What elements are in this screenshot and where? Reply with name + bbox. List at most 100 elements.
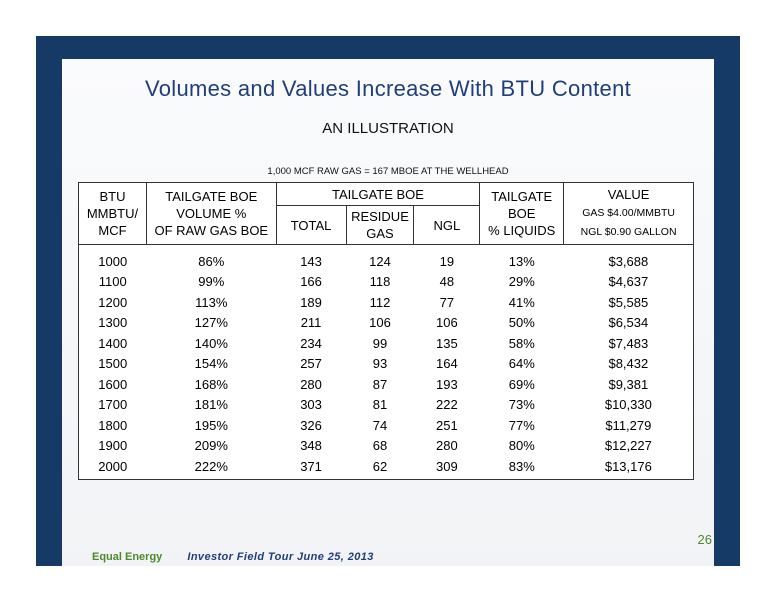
cell-liquids: 13% [508, 253, 535, 269]
table-row: 1200 113% 189 112 77 41% $5,585 [79, 292, 694, 313]
cell-ngl: 251 [436, 417, 458, 433]
cell-liquids: 77% [508, 417, 535, 433]
cell-ngl: 164 [436, 356, 458, 372]
cell-liquids: 80% [508, 438, 535, 454]
cell-ngl: 222 [436, 397, 458, 413]
cell-total: 371 [300, 458, 322, 474]
header-value: VALUE GAS $4.00/MMBTU NGL $0.90 GALLON [563, 182, 694, 245]
cell-liquids: 83% [508, 458, 535, 474]
page-number: 26 [697, 532, 712, 547]
cell-btu: 1900 [98, 438, 128, 454]
cell-value: $3,688 [608, 253, 649, 269]
cell-residue: 124 [369, 253, 391, 269]
cell-ngl: 135 [436, 335, 458, 351]
slide-subtitle: AN ILLUSTRATION [322, 120, 454, 137]
cell-total: 189 [300, 294, 322, 310]
footer: Equal Energy Investor Field Tour June 25… [92, 551, 374, 563]
btu-volumes-table: BTU MMBTU/ MCF TAILGATE BOE VOLUME % OF … [78, 182, 694, 480]
cell-liquids: 29% [508, 274, 535, 290]
cell-total: 280 [300, 376, 322, 392]
slide-title: Volumes and Values Increase With BTU Con… [144, 76, 632, 101]
cell-total: 211 [300, 315, 322, 331]
footer-company: Equal Energy [92, 551, 163, 563]
table-row: 1000 86% 143 124 19 13% $3,688 [79, 245, 694, 272]
cell-ngl: 309 [436, 458, 458, 474]
cell-vol: 113% [195, 294, 228, 310]
cell-value: $6,534 [608, 315, 649, 331]
cell-value: $10,330 [604, 397, 652, 413]
cell-liquids: 50% [508, 315, 535, 331]
table-row: 1900 209% 348 68 280 80% $12,227 [79, 436, 694, 457]
cell-liquids: 69% [508, 376, 535, 392]
cell-liquids: 41% [508, 294, 535, 310]
cell-residue: 106 [369, 315, 391, 331]
cell-total: 143 [300, 253, 322, 269]
cell-liquids: 58% [508, 335, 535, 351]
cell-btu: 2000 [98, 458, 128, 474]
cell-ngl: 193 [436, 376, 458, 392]
cell-total: 257 [300, 356, 322, 372]
table-row: 1400 140% 234 99 135 58% $7,483 [79, 333, 694, 354]
header-total: TOTAL [275, 205, 347, 245]
cell-value: $11,279 [605, 417, 652, 433]
table-row: 1100 99% 166 118 48 29% $4,637 [79, 272, 694, 293]
cell-total: 234 [300, 335, 322, 351]
header-btu: BTU MMBTU/ MCF [78, 182, 147, 245]
cell-residue: 74 [372, 417, 388, 433]
cell-residue: 62 [372, 458, 388, 474]
cell-vol: 99% [198, 274, 225, 290]
wellhead-note: 1,000 MCF RAW GAS = 167 MBOE AT THE WELL… [267, 166, 509, 177]
cell-btu: 1100 [98, 274, 127, 290]
cell-btu: 1400 [98, 335, 128, 351]
cell-liquids: 64% [508, 356, 535, 372]
cell-vol: 222% [194, 458, 228, 474]
cell-value: $9,381 [608, 376, 649, 392]
cell-value: $4,637 [608, 274, 649, 290]
cell-vol: 195% [194, 417, 228, 433]
footer-event: Investor Field Tour June 25, 2013 [187, 551, 374, 563]
cell-total: 303 [300, 397, 322, 413]
cell-total: 326 [300, 417, 322, 433]
cell-vol: 86% [198, 253, 225, 269]
cell-ngl: 48 [439, 274, 455, 290]
cell-btu: 1000 [98, 253, 128, 269]
cell-value: $7,483 [608, 335, 649, 351]
cell-btu: 1200 [98, 294, 128, 310]
table-row: 1800 195% 326 74 251 77% $11,279 [79, 415, 694, 436]
cell-ngl: 106 [436, 315, 458, 331]
header-ngl: NGL [413, 205, 481, 245]
cell-btu: 1300 [98, 315, 128, 331]
cell-value: $12,227 [604, 438, 652, 454]
cell-vol: 209% [194, 438, 228, 454]
cell-vol: 140% [194, 335, 228, 351]
cell-residue: 81 [372, 397, 388, 413]
cell-liquids: 73% [508, 397, 535, 413]
cell-ngl: 77 [439, 294, 455, 310]
table-row: 1300 127% 211 106 106 50% $6,534 [79, 313, 694, 334]
cell-total: 348 [300, 438, 322, 454]
cell-residue: 112 [369, 294, 391, 310]
cell-value: $8,432 [608, 356, 649, 372]
cell-vol: 154% [194, 356, 228, 372]
cell-value: $13,176 [604, 458, 652, 474]
cell-residue: 118 [369, 274, 391, 290]
table-row: 2000 222% 371 62 309 83% $13,176 [79, 456, 694, 479]
cell-residue: 87 [372, 376, 388, 392]
cell-residue: 93 [372, 356, 388, 372]
header-tailgate-boe: TAILGATE BOE [275, 182, 481, 206]
table-row: 1500 154% 257 93 164 64% $8,432 [79, 354, 694, 375]
cell-ngl: 280 [436, 438, 458, 454]
cell-value: $5,585 [608, 294, 649, 310]
table-row: 1700 181% 303 81 222 73% $10,330 [79, 395, 694, 416]
cell-btu: 1500 [98, 356, 128, 372]
cell-btu: 1800 [98, 417, 128, 433]
cell-vol: 181% [194, 397, 228, 413]
cell-vol: 127% [194, 315, 228, 331]
cell-btu: 1600 [98, 376, 128, 392]
cell-btu: 1700 [98, 397, 128, 413]
header-volume: TAILGATE BOE VOLUME % OF RAW GAS BOE [145, 182, 277, 245]
table-row: 1600 168% 280 87 193 69% $9,381 [79, 374, 694, 395]
cell-vol: 168% [194, 376, 228, 392]
header-residue: RESIDUE GAS [345, 205, 415, 245]
header-liquids: TAILGATE BOE % LIQUIDS [479, 182, 565, 245]
